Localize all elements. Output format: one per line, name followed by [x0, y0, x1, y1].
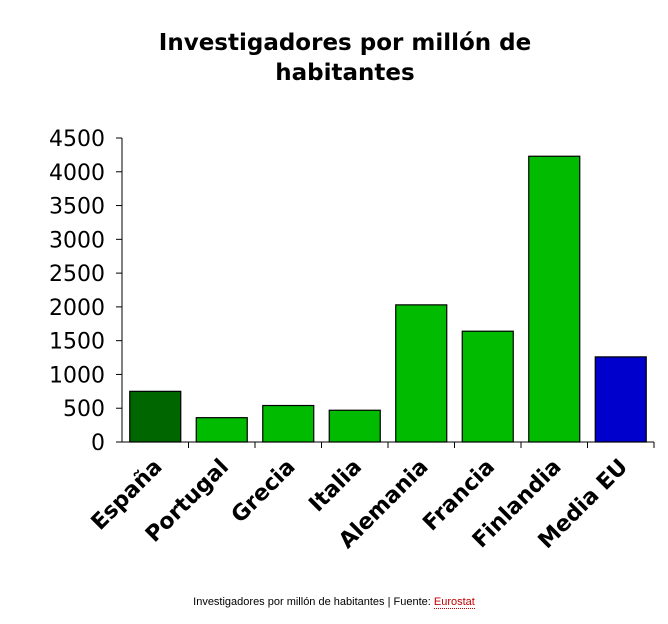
- y-tick-label: 1000: [49, 363, 105, 388]
- source-link[interactable]: Eurostat: [433, 596, 475, 609]
- bar-2: [195, 417, 248, 443]
- bar-5: [395, 304, 448, 443]
- chart-title-line-1: Investigadores por millón de: [159, 30, 531, 56]
- y-tick-label: 2000: [49, 296, 105, 321]
- y-tick-label: 4500: [49, 127, 105, 152]
- y-tick-label: 3000: [49, 228, 105, 253]
- bars: [129, 155, 647, 443]
- bar-3: [262, 404, 315, 443]
- y-tick-label: 1500: [49, 330, 105, 355]
- y-tick-label: 0: [91, 431, 105, 456]
- bar-8: [594, 356, 647, 443]
- bar-4: [328, 409, 381, 443]
- bar-chart: Investigadores por millón de habitantes …: [49, 30, 655, 554]
- x-tick-label: Italia: [304, 455, 367, 518]
- source-caption: Investigadores por millón de habitantes …: [0, 596, 668, 609]
- bar-1: [129, 390, 182, 443]
- bar-7: [528, 155, 581, 443]
- y-tick-label: 3500: [49, 195, 105, 220]
- x-tick-label: Grecia: [227, 455, 301, 529]
- caption-text: Investigadores por millón de habitantes …: [193, 596, 434, 608]
- y-tick-label: 500: [63, 397, 105, 422]
- y-ticks: 0 500 1000 1500 2000 2500 3000 3500 4000 4500: [49, 127, 122, 456]
- y-tick-label: 4000: [49, 161, 105, 186]
- y-tick-label: 2500: [49, 262, 105, 287]
- bar-6: [461, 330, 514, 443]
- chart-title-line-2: habitantes: [275, 60, 414, 86]
